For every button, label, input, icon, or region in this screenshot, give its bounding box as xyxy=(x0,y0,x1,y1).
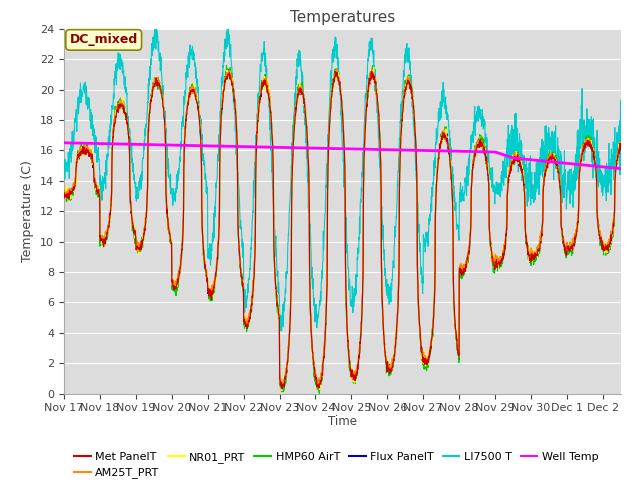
HMP60 AirT xyxy=(598,247,605,252)
Line: AM25T_PRT: AM25T_PRT xyxy=(64,69,621,387)
AM25T_PRT xyxy=(410,103,417,109)
Line: Well Temp: Well Temp xyxy=(64,143,621,168)
Met PanelT xyxy=(93,189,100,195)
Met PanelT xyxy=(426,350,434,356)
NR01_PRT xyxy=(278,388,285,394)
Well Temp xyxy=(60,140,68,146)
HMP60 AirT xyxy=(410,99,417,105)
Flux PanelT xyxy=(93,187,100,192)
Flux PanelT xyxy=(426,349,434,355)
AM25T_PRT xyxy=(532,250,540,255)
Flux PanelT xyxy=(598,241,605,247)
NR01_PRT xyxy=(598,240,605,246)
Met PanelT xyxy=(410,101,417,107)
HMP60 AirT xyxy=(223,62,230,68)
HMP60 AirT xyxy=(60,195,68,201)
NR01_PRT xyxy=(426,347,434,352)
Met PanelT xyxy=(278,386,286,392)
LI7500 T xyxy=(60,156,68,161)
Well Temp xyxy=(598,164,605,169)
Flux PanelT xyxy=(532,253,540,259)
Text: DC_mixed: DC_mixed xyxy=(70,34,138,47)
Well Temp xyxy=(409,147,417,153)
AM25T_PRT xyxy=(617,138,625,144)
Line: LI7500 T: LI7500 T xyxy=(64,29,621,331)
Flux PanelT xyxy=(369,66,376,72)
Well Temp xyxy=(531,157,539,163)
AM25T_PRT xyxy=(346,361,354,367)
Line: HMP60 AirT: HMP60 AirT xyxy=(64,65,621,394)
Met PanelT xyxy=(617,142,625,148)
LI7500 T xyxy=(617,126,625,132)
NR01_PRT xyxy=(410,100,417,106)
HMP60 AirT xyxy=(93,191,100,197)
LI7500 T xyxy=(598,184,605,190)
NR01_PRT xyxy=(370,64,378,70)
HMP60 AirT xyxy=(532,250,540,256)
LI7500 T xyxy=(410,110,417,116)
Flux PanelT xyxy=(278,386,286,392)
Well Temp xyxy=(617,166,625,171)
LI7500 T xyxy=(278,328,285,334)
NR01_PRT xyxy=(346,360,354,366)
NR01_PRT xyxy=(93,188,100,194)
Met PanelT xyxy=(532,254,540,260)
Met PanelT xyxy=(598,238,605,244)
HMP60 AirT xyxy=(316,391,323,396)
Flux PanelT xyxy=(346,358,354,363)
Flux PanelT xyxy=(60,188,68,194)
NR01_PRT xyxy=(532,250,540,256)
X-axis label: Time: Time xyxy=(328,415,357,428)
AM25T_PRT xyxy=(60,185,68,191)
Title: Temperatures: Temperatures xyxy=(290,10,395,25)
Well Temp xyxy=(93,141,100,146)
HMP60 AirT xyxy=(617,139,625,145)
Met PanelT xyxy=(346,360,354,366)
Line: NR01_PRT: NR01_PRT xyxy=(64,67,621,391)
LI7500 T xyxy=(426,215,434,221)
Line: Met PanelT: Met PanelT xyxy=(64,71,621,389)
Flux PanelT xyxy=(410,104,417,109)
AM25T_PRT xyxy=(315,384,323,390)
AM25T_PRT xyxy=(598,238,605,244)
Line: Flux PanelT: Flux PanelT xyxy=(64,69,621,389)
LI7500 T xyxy=(346,284,354,289)
Legend: Met PanelT, AM25T_PRT, NR01_PRT, HMP60 AirT, Flux PanelT, LI7500 T, Well Temp: Met PanelT, AM25T_PRT, NR01_PRT, HMP60 A… xyxy=(70,447,603,480)
NR01_PRT xyxy=(617,139,625,145)
Met PanelT xyxy=(368,68,376,74)
Y-axis label: Temperature (C): Temperature (C) xyxy=(22,160,35,262)
LI7500 T xyxy=(532,179,540,184)
AM25T_PRT xyxy=(426,346,434,352)
NR01_PRT xyxy=(60,189,68,195)
LI7500 T xyxy=(93,156,100,161)
HMP60 AirT xyxy=(426,351,434,357)
Met PanelT xyxy=(60,190,68,195)
Flux PanelT xyxy=(617,143,625,149)
Well Temp xyxy=(426,148,433,154)
LI7500 T xyxy=(151,26,159,32)
HMP60 AirT xyxy=(346,368,354,373)
Well Temp xyxy=(346,146,353,152)
AM25T_PRT xyxy=(93,184,100,190)
AM25T_PRT xyxy=(368,66,376,72)
